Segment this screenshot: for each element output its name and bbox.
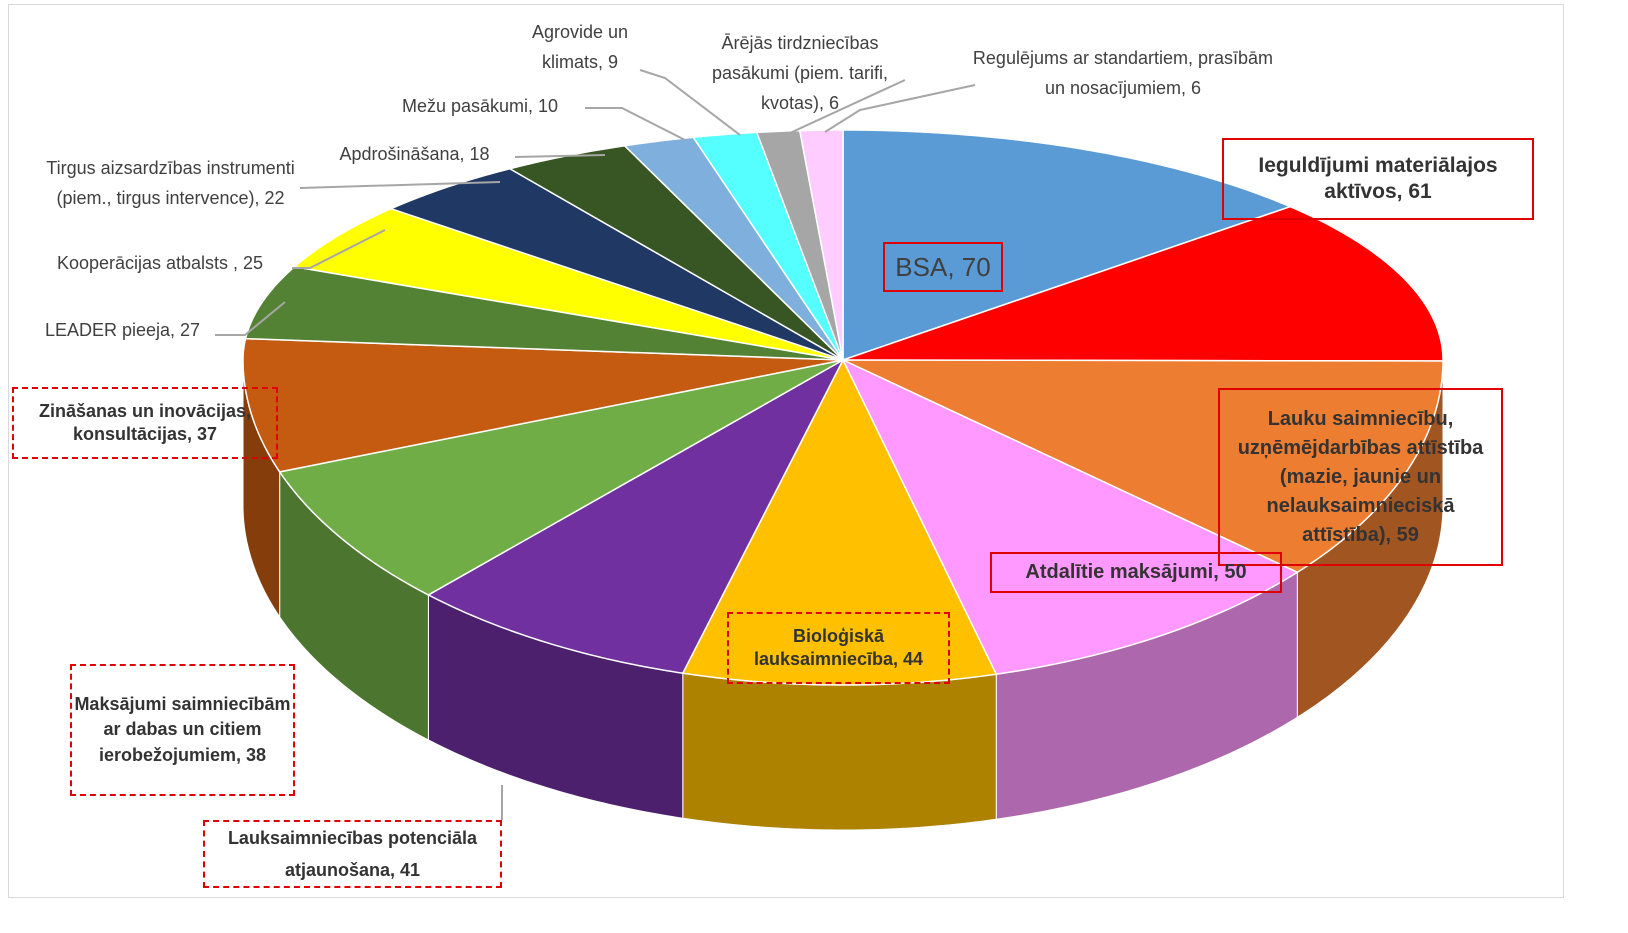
slice <box>842 359 1444 574</box>
slice <box>244 265 844 361</box>
data-label: BSA, 70 <box>883 242 1003 292</box>
slice <box>242 337 844 473</box>
slice <box>798 129 844 361</box>
data-label: Agrovide un klimats, 9 <box>531 22 629 72</box>
slice <box>623 136 844 361</box>
slice <box>278 359 844 596</box>
leader-line <box>639 69 741 136</box>
leader-line <box>824 84 976 133</box>
leader-line <box>292 229 386 269</box>
slice <box>842 129 1293 362</box>
slice <box>388 167 844 361</box>
data-label: Zināšanas un inovācijas, konsultācijas, … <box>12 387 278 459</box>
slice <box>292 207 844 361</box>
data-label: LEADER pieeja, 27 <box>44 320 201 340</box>
leader-line <box>514 154 606 158</box>
data-label: Mežu pasākumi, 10 <box>401 96 559 116</box>
leader-line <box>585 107 686 141</box>
data-label: Kooperācijas atbalsts , 25 <box>56 253 264 273</box>
slice <box>841 358 1299 676</box>
data-label: Tirgus aizsardzības instrumenti (piem., … <box>46 158 295 208</box>
slice <box>691 131 844 361</box>
data-label: Ārējās tirdzniecības pasākumi (piem. tar… <box>711 33 889 113</box>
leader-line <box>299 181 501 189</box>
data-label: Apdrošināšana, 18 <box>339 144 490 164</box>
data-label: Bioloģiskā lauksaimniecība, 44 <box>727 612 950 684</box>
leader-line <box>789 79 906 134</box>
data-label: Lauku saimniecību, uzņēmējdarbības attīs… <box>1218 388 1503 566</box>
data-label: Atdalītie maksājumi, 50 <box>990 552 1282 593</box>
data-label: Regulējums ar standartiem, prasībām un n… <box>972 48 1274 98</box>
slice <box>842 205 1444 362</box>
slice-side <box>682 672 997 831</box>
slice <box>426 358 845 675</box>
leader-line <box>215 301 286 336</box>
data-label: Lauksaimniecības potenciāla atjaunošana,… <box>203 820 502 888</box>
data-label: Maksājumi saimniecībām ar dabas un citie… <box>70 664 295 796</box>
data-label: Ieguldījumi materiālajos aktīvos, 61 <box>1222 138 1534 220</box>
chart-frame <box>8 4 1564 898</box>
